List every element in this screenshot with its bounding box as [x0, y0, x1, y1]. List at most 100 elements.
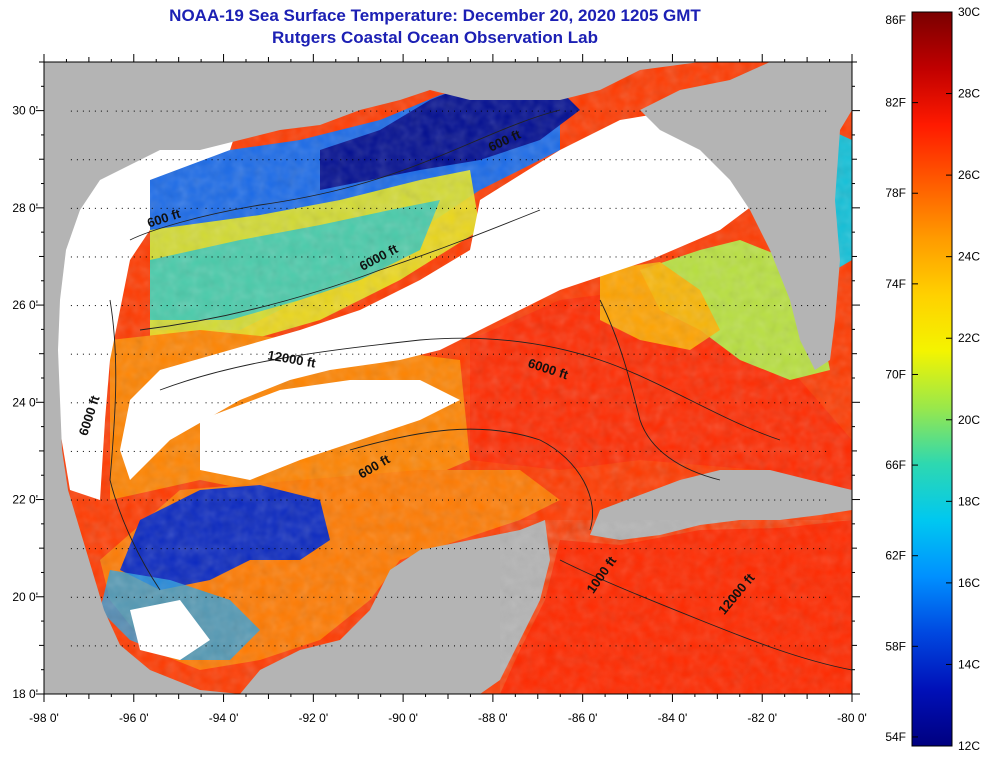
grid-dot	[768, 305, 770, 307]
grid-dot	[774, 110, 776, 112]
cloud-fleck-south	[130, 600, 210, 660]
x-tick-label: -80 0'	[837, 711, 867, 725]
grid-dot	[127, 596, 129, 598]
grid-dot	[609, 645, 611, 647]
grid-dot	[376, 450, 378, 452]
grid-dot	[436, 110, 437, 112]
grid-dot	[705, 256, 707, 258]
grid-dot	[235, 548, 237, 550]
grid-dot	[346, 207, 348, 209]
grid-dot	[594, 305, 596, 307]
grid-dot	[211, 353, 213, 355]
grid-dot	[588, 256, 590, 258]
grid-dot	[684, 645, 686, 647]
grid-dot	[504, 207, 506, 209]
grid-dot	[744, 110, 746, 112]
grid-dot	[340, 402, 342, 404]
grid-dot	[313, 207, 315, 209]
grid-dot	[346, 305, 348, 307]
grid-dot	[430, 207, 431, 209]
grid-dot	[94, 450, 96, 452]
grid-dot	[385, 353, 387, 355]
grid-dot	[274, 256, 276, 258]
grid-dot	[549, 596, 551, 598]
grid-dot	[498, 499, 500, 501]
grid-dot	[295, 450, 297, 452]
grid-dot	[588, 353, 590, 355]
grid-dot	[756, 499, 758, 501]
y-tick-label: 22 0'	[12, 493, 38, 507]
grid-dot	[307, 207, 309, 209]
grid-dot	[543, 305, 545, 307]
grid-dot	[627, 596, 629, 598]
grid-dot	[430, 110, 431, 112]
grid-dot	[352, 402, 354, 404]
grid-dot	[723, 110, 725, 112]
grid-dot	[466, 548, 467, 550]
grid-dot	[151, 548, 153, 550]
grid-dot	[588, 596, 590, 598]
grid-dot	[82, 402, 84, 404]
grid-dot	[319, 596, 321, 598]
grid-dot	[100, 207, 102, 209]
grid-dot	[166, 499, 168, 501]
grid-dot	[331, 645, 333, 647]
grid-dot	[139, 645, 141, 647]
grid-dot	[801, 499, 803, 501]
grid-dot	[145, 305, 147, 307]
grid-dot	[621, 402, 623, 404]
grid-dot	[756, 159, 758, 161]
grid-dot	[454, 548, 455, 550]
grid-dot	[70, 110, 72, 112]
grid-dot	[229, 450, 231, 452]
grid-dot	[307, 110, 309, 112]
grid-dot	[454, 596, 455, 598]
grid-dot	[106, 402, 108, 404]
grid-dot	[145, 402, 147, 404]
grid-dot	[331, 450, 333, 452]
grid-dot	[262, 450, 264, 452]
grid-dot	[564, 645, 566, 647]
grid-dot	[280, 450, 282, 452]
grid-dot	[70, 645, 72, 647]
grid-dot	[151, 207, 153, 209]
grid-dot	[594, 596, 596, 598]
grid-dot	[409, 596, 411, 598]
grid-dot	[139, 305, 141, 307]
grid-dot	[190, 548, 192, 550]
grid-dot	[235, 499, 237, 501]
grid-dot	[133, 353, 135, 355]
grid-dot	[397, 499, 399, 501]
grid-dot	[421, 499, 423, 501]
grid-dot	[717, 159, 719, 161]
grid-dot	[409, 110, 411, 112]
grid-dot	[307, 596, 309, 598]
grid-dot	[480, 499, 482, 501]
grid-dot	[235, 402, 237, 404]
grid-dot	[184, 110, 186, 112]
grid-dot	[217, 402, 219, 404]
grid-dot	[672, 645, 674, 647]
grid-dot	[819, 207, 821, 209]
grid-dot	[510, 159, 512, 161]
grid-dot	[196, 207, 198, 209]
grid-dot	[582, 159, 584, 161]
y-axis: 30 0' 28 0' 26 0' 24 0' 22 0' 20 0' 18 0'	[12, 61, 860, 701]
grid-dot	[325, 450, 327, 452]
grid-dot	[717, 596, 719, 598]
grid-dot	[531, 159, 533, 161]
land-yucatan	[240, 520, 550, 694]
grid-dot	[190, 450, 192, 452]
grid-dot	[744, 499, 746, 501]
grid-dot	[519, 305, 521, 307]
grid-dot	[627, 402, 629, 404]
grid-dot	[223, 305, 225, 307]
y-tick-label: 18 0'	[12, 687, 38, 701]
grid-dot	[391, 645, 393, 647]
grid-dot	[600, 110, 602, 112]
grid-dot	[70, 159, 72, 161]
grid-dot	[133, 207, 135, 209]
grid-dot	[160, 548, 162, 550]
grid-dot	[370, 645, 372, 647]
grid-dot	[723, 305, 725, 307]
